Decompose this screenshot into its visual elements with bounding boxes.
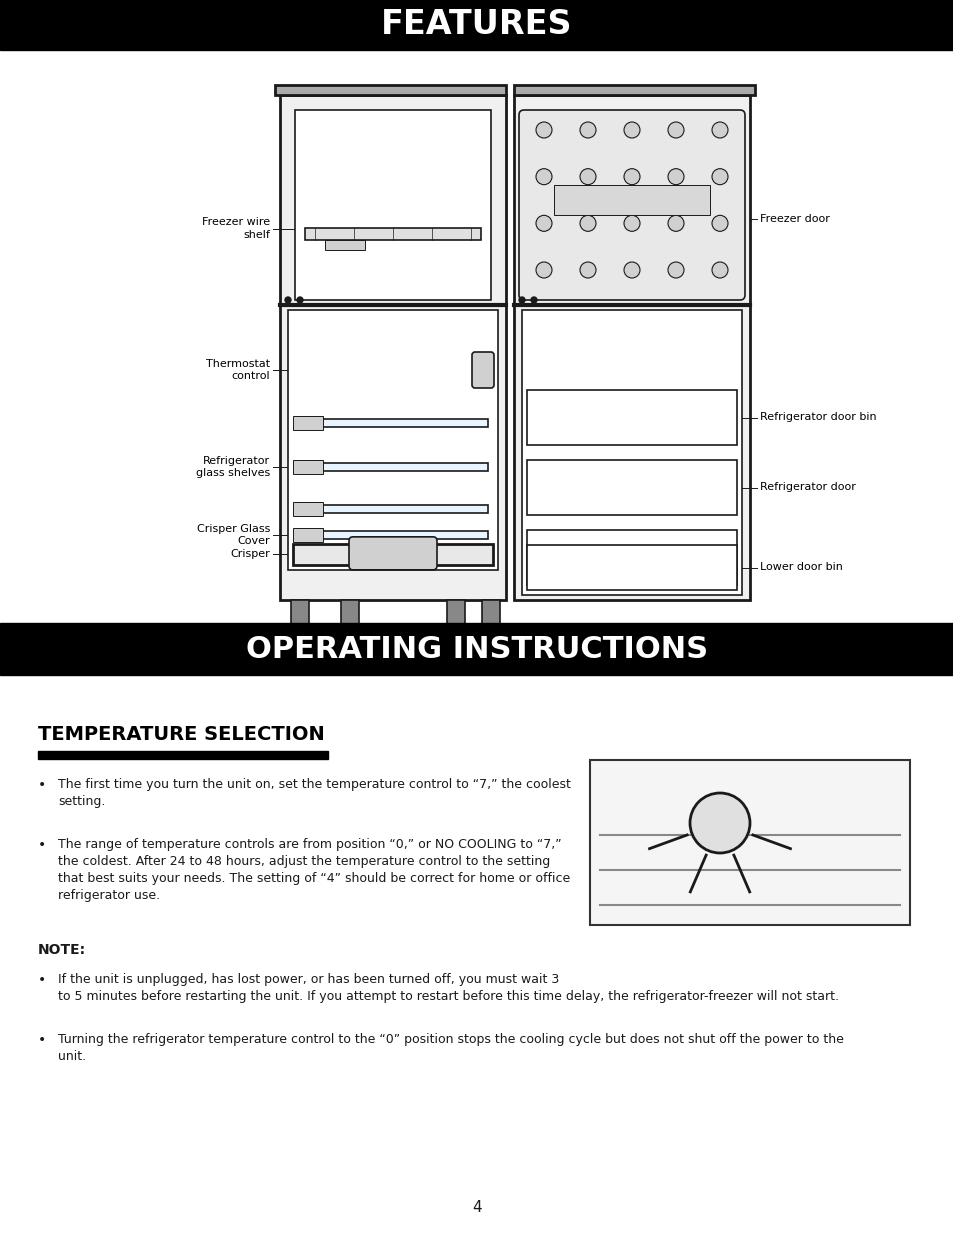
- Text: NOTE:: NOTE:: [38, 944, 86, 957]
- Circle shape: [536, 262, 552, 278]
- Circle shape: [667, 262, 683, 278]
- Bar: [481, 600, 499, 625]
- Bar: [0, 622, 953, 676]
- Text: Refrigerator door: Refrigerator door: [760, 483, 855, 493]
- Circle shape: [667, 169, 683, 185]
- Bar: [526, 459, 737, 515]
- Circle shape: [536, 215, 552, 231]
- Circle shape: [579, 262, 596, 278]
- Text: TEMPERATURE SELECTION: TEMPERATURE SELECTION: [38, 725, 324, 743]
- Text: FEATURES: FEATURES: [381, 9, 572, 42]
- Circle shape: [623, 169, 639, 185]
- Text: Thermostat
control: Thermostat control: [206, 359, 270, 382]
- Bar: [526, 530, 737, 585]
- Circle shape: [711, 122, 727, 138]
- Bar: [291, 600, 309, 625]
- Text: Refrigerator door bin: Refrigerator door bin: [760, 412, 876, 422]
- Bar: [526, 545, 737, 590]
- Bar: [293, 416, 323, 430]
- Bar: [514, 95, 749, 600]
- Text: Levelling
legs: Levelling legs: [220, 632, 270, 655]
- Circle shape: [623, 122, 639, 138]
- Circle shape: [711, 215, 727, 231]
- FancyBboxPatch shape: [472, 352, 494, 388]
- Bar: [589, 760, 909, 925]
- Text: •: •: [38, 778, 46, 792]
- Bar: [38, 751, 328, 760]
- Bar: [293, 501, 323, 516]
- FancyBboxPatch shape: [518, 110, 744, 300]
- Circle shape: [689, 793, 749, 853]
- Text: Lower door bin: Lower door bin: [760, 562, 842, 573]
- Text: Turning the refrigerator temperature control to the “0” position stops the cooli: Turning the refrigerator temperature con…: [58, 1032, 843, 1063]
- Bar: [325, 240, 365, 249]
- Bar: [280, 95, 505, 600]
- Bar: [297, 419, 488, 427]
- Circle shape: [711, 262, 727, 278]
- Circle shape: [531, 296, 537, 303]
- Bar: [294, 110, 491, 300]
- Text: OPERATING INSTRUCTIONS: OPERATING INSTRUCTIONS: [246, 635, 707, 663]
- Bar: [293, 527, 323, 542]
- Text: •: •: [38, 973, 46, 987]
- Text: Refrigerator
glass shelves: Refrigerator glass shelves: [195, 456, 270, 478]
- Circle shape: [579, 122, 596, 138]
- Circle shape: [536, 169, 552, 185]
- Circle shape: [623, 215, 639, 231]
- Bar: [554, 185, 709, 215]
- Bar: [521, 310, 741, 595]
- Bar: [297, 531, 488, 538]
- Text: 4: 4: [472, 1199, 481, 1214]
- Circle shape: [667, 122, 683, 138]
- Circle shape: [711, 169, 727, 185]
- Circle shape: [536, 122, 552, 138]
- Bar: [293, 461, 323, 474]
- Circle shape: [579, 215, 596, 231]
- Bar: [514, 85, 754, 95]
- Circle shape: [623, 262, 639, 278]
- Bar: [274, 85, 505, 95]
- Circle shape: [667, 215, 683, 231]
- Circle shape: [285, 296, 291, 303]
- Bar: [305, 227, 480, 240]
- Bar: [288, 310, 497, 571]
- Text: Freezer door: Freezer door: [760, 214, 829, 224]
- Bar: [297, 463, 488, 472]
- Text: The range of temperature controls are from position “0,” or NO COOLING to “7,”
t: The range of temperature controls are fr…: [58, 839, 570, 902]
- Circle shape: [579, 169, 596, 185]
- FancyBboxPatch shape: [349, 537, 436, 569]
- Text: Freezer wire
shelf: Freezer wire shelf: [202, 217, 270, 240]
- Text: If the unit is unplugged, has lost power, or has been turned off, you must wait : If the unit is unplugged, has lost power…: [58, 973, 838, 1003]
- Bar: [0, 0, 953, 49]
- Text: •: •: [38, 1032, 46, 1047]
- Bar: [293, 543, 493, 564]
- Circle shape: [296, 296, 303, 303]
- Text: The first time you turn the unit on, set the temperature control to “7,” the coo: The first time you turn the unit on, set…: [58, 778, 570, 808]
- Bar: [340, 600, 358, 625]
- Text: Crisper: Crisper: [230, 550, 270, 559]
- Text: Crisper Glass
Cover: Crisper Glass Cover: [196, 524, 270, 546]
- Circle shape: [518, 296, 524, 303]
- Bar: [526, 390, 737, 445]
- Text: •: •: [38, 839, 46, 852]
- Bar: [297, 505, 488, 513]
- Bar: [447, 600, 464, 625]
